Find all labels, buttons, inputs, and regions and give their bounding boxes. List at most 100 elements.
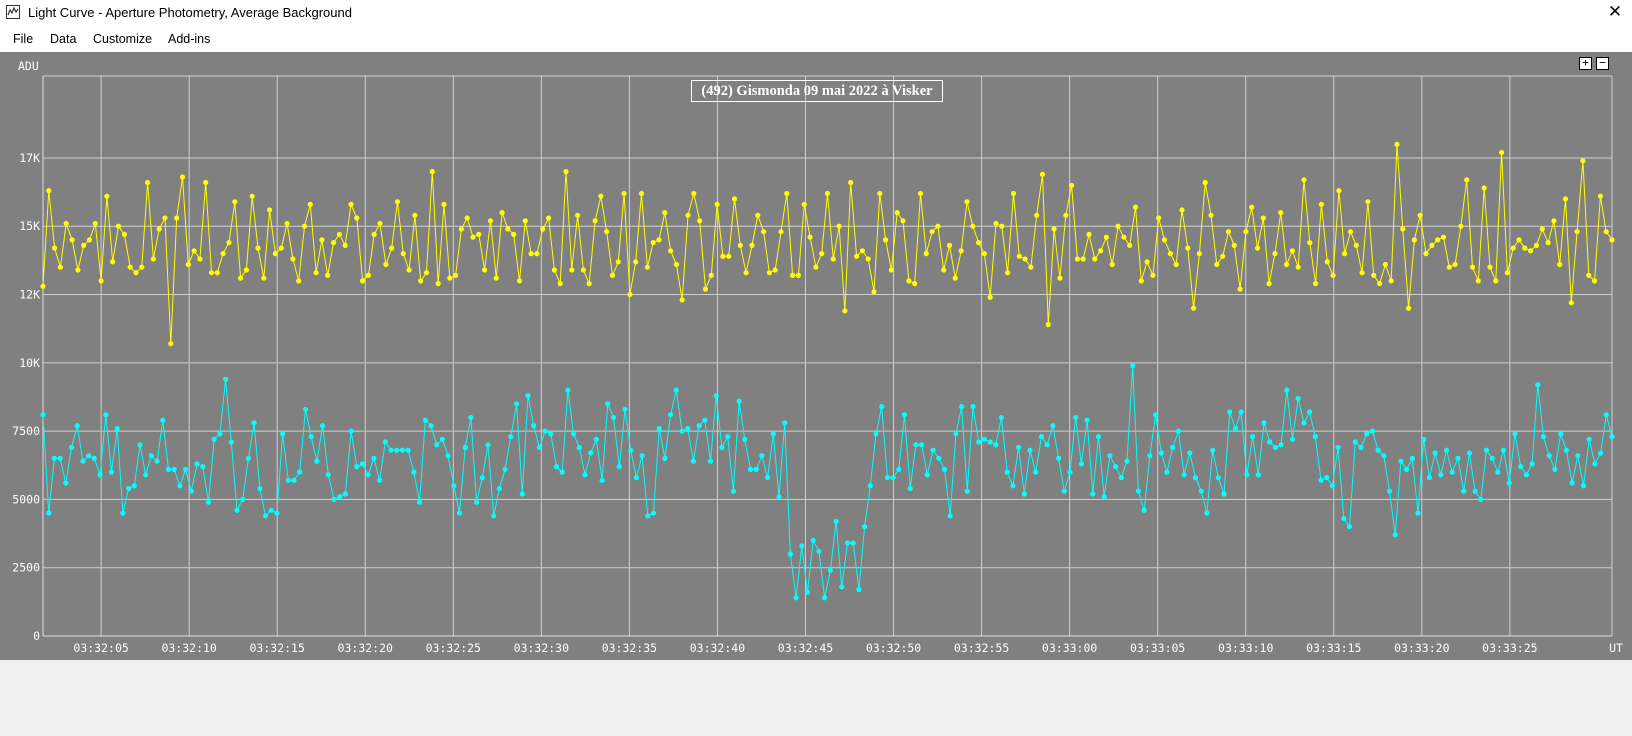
data-point (901, 412, 908, 418)
data-point (1202, 179, 1208, 186)
data-point (428, 423, 434, 429)
close-button[interactable]: ✕ (1607, 2, 1623, 21)
data-point (75, 267, 81, 273)
data-point (668, 412, 674, 418)
data-point (1546, 453, 1552, 459)
data-point (993, 220, 999, 227)
data-point (795, 272, 802, 278)
data-point (411, 469, 417, 475)
data-point (406, 267, 412, 273)
chart-area (0, 52, 1632, 660)
data-point (1158, 450, 1164, 456)
data-point (86, 237, 93, 243)
menu-data[interactable]: Data (50, 32, 77, 46)
data-point (1346, 524, 1353, 530)
menu-customize[interactable]: Customize (93, 32, 153, 46)
data-point (1569, 480, 1575, 486)
data-point (859, 248, 866, 254)
data-point (274, 510, 280, 516)
zoom-in-button[interactable]: + (1579, 57, 1592, 70)
data-point (185, 261, 191, 268)
data-point (365, 272, 371, 278)
data-point (1568, 300, 1574, 306)
data-point (900, 218, 906, 224)
data-point (615, 259, 621, 265)
light-curve-chart: 0 2500 5000 7500 10K 12K 15K 17K 03:32:05 03:32:1… (12, 59, 1623, 655)
y-tick-label: 7500 (12, 424, 40, 438)
data-point (168, 341, 174, 347)
data-point (1421, 436, 1427, 442)
data-point (1603, 229, 1609, 235)
data-point (458, 226, 464, 232)
data-point (946, 242, 953, 248)
data-point (588, 450, 594, 456)
data-point (644, 264, 651, 270)
data-point (115, 223, 122, 229)
x-tick-label: 03:32:50 (866, 641, 921, 655)
data-point (1329, 483, 1335, 489)
data-point (1284, 261, 1290, 268)
data-point (325, 272, 331, 278)
chart-title: (492) Gismonda 09 mai 2022 à Visker (691, 80, 943, 102)
data-point (1161, 237, 1168, 243)
data-point (708, 272, 714, 278)
menu-file[interactable]: File (13, 32, 34, 46)
data-point (220, 251, 226, 257)
zoom-out-button[interactable]: − (1596, 57, 1609, 70)
data-point (755, 212, 761, 218)
data-point (1225, 229, 1232, 235)
data-point (702, 417, 708, 423)
data-point (148, 453, 154, 459)
data-point (1238, 409, 1244, 415)
data-point (730, 488, 737, 494)
data-point (1510, 245, 1516, 251)
data-point (807, 234, 813, 240)
data-point (400, 251, 406, 257)
data-point (873, 431, 879, 437)
data-point (1609, 434, 1615, 440)
data-point (610, 414, 617, 421)
data-point (1301, 420, 1307, 426)
data-point (1423, 251, 1429, 257)
data-point (1394, 141, 1400, 147)
data-point (976, 240, 982, 246)
data-point (1364, 431, 1370, 437)
data-point (1512, 431, 1518, 437)
data-point (331, 240, 337, 246)
data-point (1483, 447, 1490, 453)
data-point (1021, 491, 1027, 497)
data-point (1400, 226, 1406, 232)
data-point (836, 223, 842, 229)
data-point (1022, 256, 1028, 262)
data-point (546, 215, 552, 221)
data-point (63, 480, 69, 486)
data-point (1342, 251, 1348, 257)
data-point (1167, 251, 1173, 257)
data-point (1090, 491, 1096, 497)
data-point (1208, 212, 1214, 218)
data-point (1388, 278, 1394, 284)
data-point (200, 464, 206, 470)
data-point (1580, 483, 1587, 489)
data-point (191, 248, 197, 254)
data-point (627, 291, 633, 298)
data-point (234, 507, 240, 513)
menu-add-ins[interactable]: Add-ins (168, 32, 211, 46)
data-point (314, 458, 320, 464)
data-point (255, 245, 261, 251)
data-point (487, 218, 494, 224)
data-point (1409, 455, 1415, 461)
data-point (1435, 237, 1441, 243)
data-point (576, 444, 582, 451)
data-point (313, 270, 319, 276)
data-point (1044, 442, 1050, 448)
data-point (104, 193, 110, 199)
data-point (941, 267, 947, 273)
data-point (1535, 382, 1541, 388)
data-point (1365, 199, 1371, 205)
data-point (662, 455, 668, 461)
data-point (622, 406, 628, 412)
data-point (1381, 453, 1387, 459)
data-point (493, 275, 499, 281)
data-point (434, 442, 440, 448)
